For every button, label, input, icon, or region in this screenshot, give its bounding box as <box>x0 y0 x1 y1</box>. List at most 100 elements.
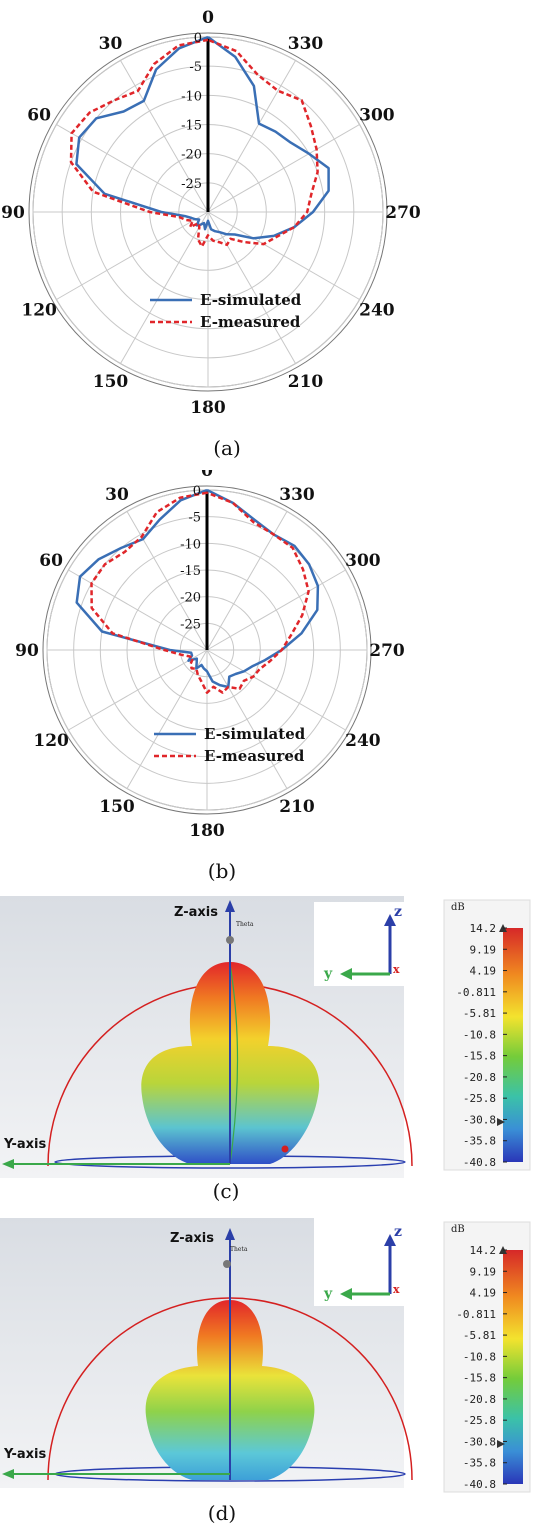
y-axis-arrowhead <box>2 1159 14 1169</box>
angle-tick-label: 180 <box>189 821 225 841</box>
colorbar-tick-label: -0.811 <box>456 986 496 999</box>
radial-tick-label: 0 <box>193 484 201 499</box>
colorbar-unit: dB <box>451 1224 465 1235</box>
polar-legend: E-simulated E-measured <box>154 725 306 765</box>
z-axis-label: Z-axis <box>170 1231 214 1246</box>
colorbar-tick-label: 9.19 <box>470 943 497 956</box>
grid-spoke <box>206 511 288 651</box>
colorbar-tick-label: -25.8 <box>463 1414 496 1427</box>
radial-tick-label: 0 <box>194 31 202 46</box>
triad-y-arrow <box>340 968 352 980</box>
colorbar-tick-label: 4.19 <box>470 965 497 978</box>
series-e-measured <box>69 38 319 248</box>
colorbar-tick-label: 14.2 <box>470 922 497 935</box>
polar-curves <box>69 35 330 248</box>
y-axis-label: Y-axis <box>3 1447 47 1462</box>
angle-tick-label: 150 <box>93 372 129 392</box>
caption-a: (a) <box>213 436 241 460</box>
grid-spoke <box>68 569 208 651</box>
angle-tick-label: 270 <box>385 203 421 223</box>
z-axis-arrowhead <box>225 900 235 912</box>
grid-spoke <box>206 569 346 651</box>
colorbar-tick-label: -35.8 <box>463 1135 496 1148</box>
3d-pattern-panel-c: Z-axis Theta Y-axis z y x dB 14.2 9.19 4.1… <box>0 896 531 1203</box>
radial-tick-label: -20 <box>181 148 202 163</box>
radial-tick-label: -10 <box>180 537 201 552</box>
grid-spoke <box>120 211 209 364</box>
angle-tick-label: 0 <box>201 470 213 481</box>
triad-x-label: x <box>393 1283 400 1296</box>
angle-tick-label: 300 <box>345 551 381 571</box>
angle-tick-label: 150 <box>99 797 135 817</box>
radial-tick-label: -25 <box>180 617 201 632</box>
3d-pattern-panel-d: Z-axis Theta Y-axis z y x dB 14.2 9.19 4.1… <box>0 1218 531 1525</box>
angle-tick-label: 120 <box>21 301 57 321</box>
grid-spoke <box>126 511 208 651</box>
colorbar-ticks: 14.2 9.19 4.19 -0.811 -5.81 -10.8 -15.8 -20.8 -2… <box>456 922 507 1169</box>
radial-tick-label: -10 <box>181 89 202 104</box>
colorbar-ticks: 14.2 9.19 4.19 -0.811 -5.81 -10.8 -15.8 -20.8 -2… <box>456 1244 507 1491</box>
angle-tick-label: 120 <box>33 731 69 751</box>
triad-z-arrow <box>384 1234 396 1246</box>
grid-spoke <box>207 124 360 213</box>
theta-marker <box>226 936 234 944</box>
colorbar-tick-label: -0.811 <box>456 1308 496 1321</box>
colorbar-low-marker <box>497 1440 505 1448</box>
caption-b: (b) <box>208 859 236 883</box>
polar-labels: 0 30 60 90 120 150 180 210 240 270 300 330 0 -5 -10 -15… <box>15 470 405 841</box>
y-axis-arrowhead <box>2 1469 14 1479</box>
colorbar-tick-label: 4.19 <box>470 1287 497 1300</box>
grid-spoke <box>120 60 209 213</box>
triad-y-arrow <box>340 1288 352 1300</box>
angle-tick-label: 90 <box>1 203 25 223</box>
triad-z-label: z <box>394 1224 402 1240</box>
angle-tick-label: 60 <box>39 551 63 571</box>
colorbar-tick-label: -15.8 <box>463 1372 496 1385</box>
colorbar: dB 14.2 9.19 4.19 -0.811 -5.81 -10.8 -15.8 -20.… <box>443 1221 531 1493</box>
series-e-simulated <box>75 35 330 240</box>
colorbar-tick-label: -5.81 <box>463 1329 496 1342</box>
angle-tick-label: 30 <box>105 485 129 505</box>
angle-tick-label: 330 <box>279 485 315 505</box>
angle-tick-label: 240 <box>359 301 395 321</box>
grid-spoke <box>206 649 346 731</box>
angle-tick-label: 330 <box>288 34 324 54</box>
grid-spoke <box>56 211 209 300</box>
colorbar-gradient <box>503 1250 523 1484</box>
radial-tick-label: -5 <box>188 511 201 526</box>
legend-label: E-simulated <box>204 725 306 743</box>
colorbar-tick-label: -40.8 <box>463 1478 496 1491</box>
triad-y-label: y <box>323 1286 333 1302</box>
angle-tick-label: 240 <box>345 731 381 751</box>
colorbar-tick-label: -30.8 <box>463 1113 496 1126</box>
polar-labels: 0 30 60 90 120 150 180 210 240 270 300 330 0 -5 -10 -15… <box>1 8 421 418</box>
caption-c: (c) <box>213 1179 240 1203</box>
polar-legend: E-simulated E-measured <box>150 291 302 331</box>
colorbar-tick-label: -30.8 <box>463 1435 496 1448</box>
z-axis-label: Z-axis <box>174 905 218 920</box>
triad-z-label: z <box>394 904 402 920</box>
colorbar-tick-label: -20.8 <box>463 1071 496 1084</box>
colorbar-tick-label: 14.2 <box>470 1244 497 1257</box>
grid-spoke <box>68 649 208 731</box>
grid-spoke <box>207 60 296 213</box>
orientation-triad: z y x <box>314 902 404 986</box>
colorbar-tick-label: -35.8 <box>463 1457 496 1470</box>
legend-label: E-measured <box>200 313 301 331</box>
colorbar-tick-label: -25.8 <box>463 1092 496 1105</box>
angle-tick-label: 180 <box>190 398 226 418</box>
angle-tick-label: 210 <box>279 797 315 817</box>
polar-grid <box>42 485 372 815</box>
colorbar-unit: dB <box>451 902 465 913</box>
grid-spoke <box>56 124 209 213</box>
radial-tick-label: -15 <box>180 564 201 579</box>
radial-tick-label: -15 <box>181 119 202 134</box>
angle-tick-label: 60 <box>27 106 51 126</box>
orientation-triad: z y x <box>314 1218 404 1306</box>
colorbar: dB 14.2 9.19 4.19 -0.811 -5.81 -10.8 -15.8 -20.… <box>443 899 531 1171</box>
colorbar-tick-label: 9.19 <box>470 1265 497 1278</box>
angle-tick-label: 270 <box>369 641 405 661</box>
radial-tick-label: -25 <box>181 177 202 192</box>
colorbar-low-marker <box>497 1118 505 1126</box>
triad-z-arrow <box>384 914 396 926</box>
